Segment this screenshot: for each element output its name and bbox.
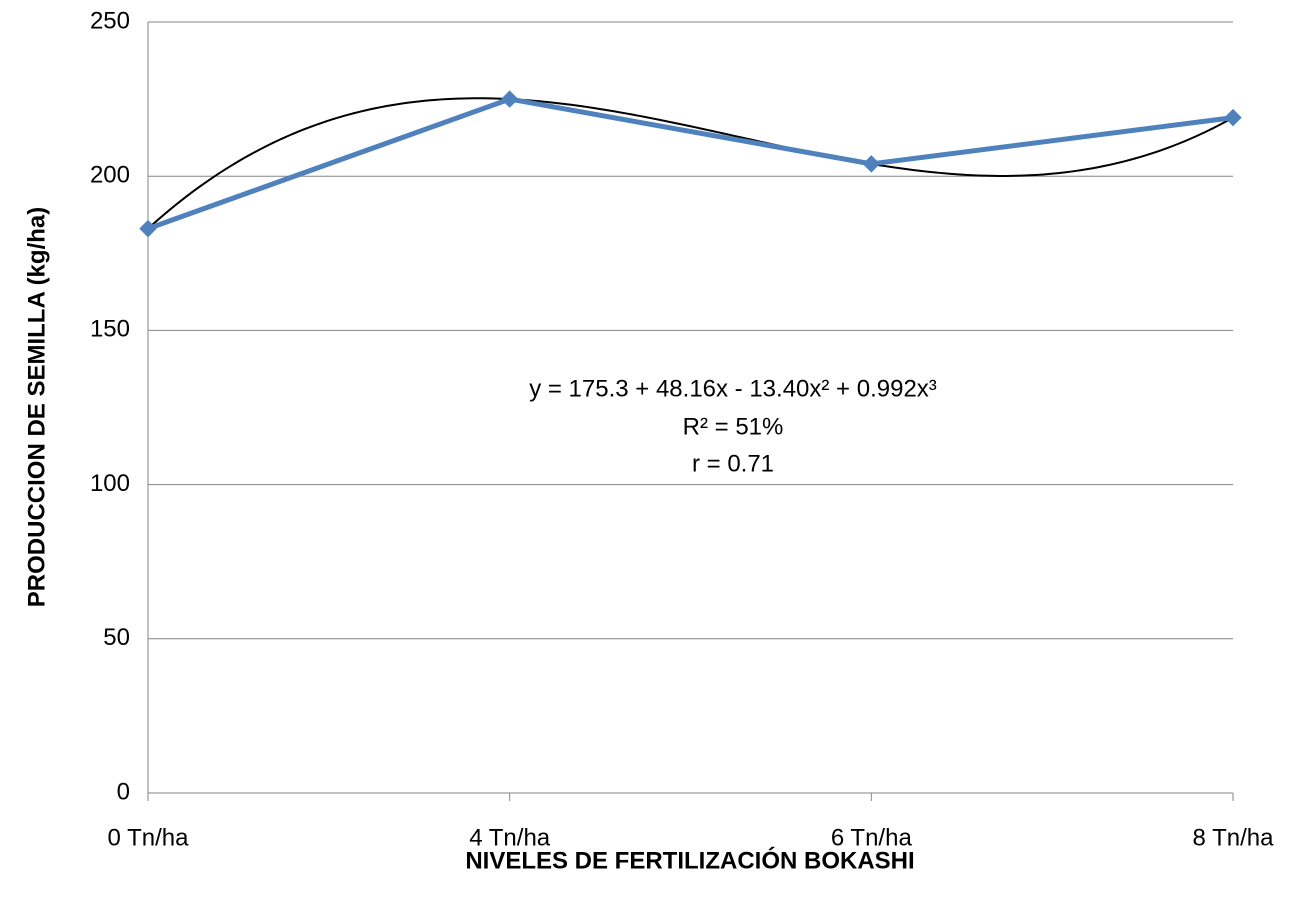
trendline [147,97,1234,230]
x-tick-label: 6 Tn/ha [831,824,913,851]
series-line [147,96,1234,231]
marker [139,219,157,238]
marker [862,155,881,173]
x-tick-label: 8 Tn/ha [1193,824,1275,851]
y-tick-label: 100 [90,470,130,497]
marker [500,90,519,108]
annotation: y = 175.3 + 48.16x - 13.40x² + 0.992x³ [529,375,937,402]
x-tick-label: 4 Tn/ha [469,824,551,851]
annotation: r = 0.71 [692,450,774,477]
x-axis-title: NIVELES DE FERTILIZACIÓN BOKASHI [465,846,914,874]
y-tick-label: 250 [90,7,130,34]
x-tick-label: 0 Tn/ha [108,824,190,851]
annotation: R² = 51% [683,413,784,440]
y-tick-label: 50 [103,624,130,651]
y-tick-label: 0 [117,778,130,805]
y-tick-label: 200 [90,162,130,189]
marker [1224,108,1242,127]
y-tick-label: 150 [90,316,130,343]
y-axis-title: PRODUCCION DE SEMILLA (kg/ha) [23,207,50,607]
